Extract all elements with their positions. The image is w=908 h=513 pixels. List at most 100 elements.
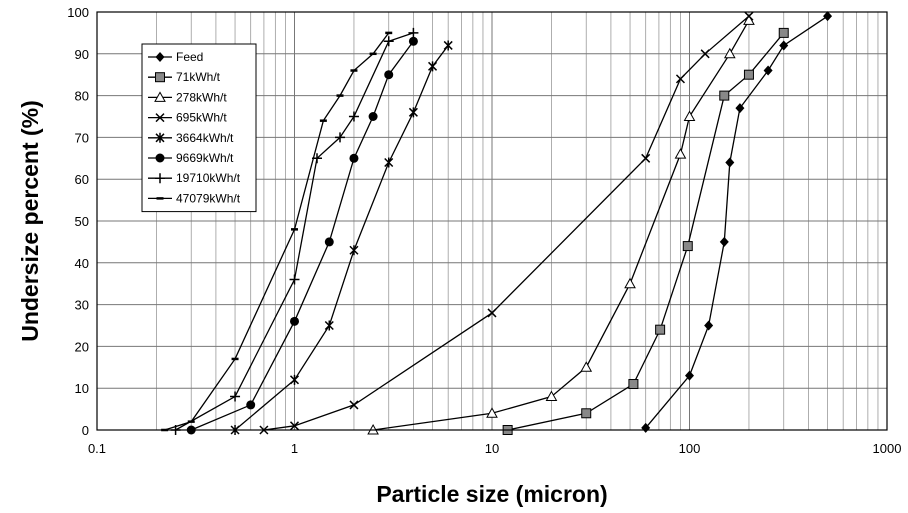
legend-label: Feed xyxy=(176,50,203,64)
data-point xyxy=(725,157,735,168)
data-point xyxy=(487,308,497,318)
data-point xyxy=(349,245,359,256)
series-3664kwh-t xyxy=(230,40,453,435)
legend-item: 71kWh/t xyxy=(148,70,221,84)
legend-marker xyxy=(155,72,165,83)
legend-marker xyxy=(155,113,165,123)
data-point xyxy=(384,70,394,80)
data-point xyxy=(289,274,300,285)
legend-label: 3664kWh/t xyxy=(176,131,234,145)
data-point xyxy=(349,153,359,163)
data-point xyxy=(428,61,438,72)
data-point xyxy=(823,11,833,22)
data-point xyxy=(655,324,666,335)
y-tick-label: 40 xyxy=(75,256,89,271)
data-point xyxy=(384,157,394,168)
data-point xyxy=(246,400,256,410)
y-tick-label: 0 xyxy=(82,423,89,438)
data-point xyxy=(743,14,755,25)
y-tick-label: 60 xyxy=(75,172,89,187)
y-axis-title: Undersize percent (%) xyxy=(17,100,43,342)
legend-item: 695kWh/t xyxy=(148,111,227,125)
data-point xyxy=(779,40,789,51)
series-group xyxy=(161,11,833,435)
legend-label: 278kWh/t xyxy=(176,90,227,104)
data-point xyxy=(743,69,754,80)
x-tick-label: 10 xyxy=(485,441,499,456)
data-point xyxy=(682,241,693,252)
data-point xyxy=(704,320,714,331)
x-tick-label: 100 xyxy=(679,441,701,456)
legend-marker xyxy=(155,52,165,62)
legend-item: 3664kWh/t xyxy=(148,131,234,145)
legend-marker xyxy=(155,132,165,143)
series-71kwh-t xyxy=(502,27,789,435)
data-point xyxy=(735,103,745,114)
legend-label: 71kWh/t xyxy=(176,70,221,84)
data-point xyxy=(290,316,299,326)
series-695kwh-t xyxy=(259,11,754,435)
series-19710kwh-t xyxy=(170,27,419,435)
x-tick-label: 1 xyxy=(291,441,298,456)
series-47079kwh-t xyxy=(161,31,393,432)
series-line xyxy=(234,45,449,431)
data-point xyxy=(486,407,498,418)
tick-labels: 0.1 1 10 100 1000 0 10 20 30 40 50 60 70 80 90 100 xyxy=(67,5,901,456)
data-point xyxy=(641,153,651,163)
legend-item: 19710kWh/t xyxy=(148,171,241,185)
y-tick-label: 90 xyxy=(75,47,89,62)
x-tick-label: 0.1 xyxy=(88,441,106,456)
legend-item: Feed xyxy=(148,50,203,64)
legend: Feed 71kWh/t 278kWh/t 695kWh/t 3664kWh/t 9669… xyxy=(141,43,257,213)
y-tick-label: 100 xyxy=(67,5,89,20)
data-point xyxy=(685,370,694,381)
legend-item: 47079kWh/t xyxy=(148,191,241,205)
series-278kwh-t xyxy=(367,14,755,435)
plot-area-border xyxy=(96,11,888,431)
data-point xyxy=(289,374,300,385)
data-point xyxy=(674,148,687,159)
data-point xyxy=(624,277,636,289)
series-feed xyxy=(641,11,833,433)
data-point xyxy=(719,90,730,101)
legend-marker xyxy=(155,153,165,163)
y-tick-label: 30 xyxy=(75,298,89,313)
y-tick-label: 70 xyxy=(75,130,89,145)
data-point xyxy=(324,320,334,331)
data-point xyxy=(700,49,710,59)
data-point xyxy=(719,236,729,247)
data-point xyxy=(368,112,378,121)
y-tick-label: 10 xyxy=(75,381,89,396)
legend-label: 695kWh/t xyxy=(176,111,227,125)
data-point xyxy=(628,379,639,390)
legend-label: 9669kWh/t xyxy=(176,151,234,165)
data-point xyxy=(744,11,754,21)
data-point xyxy=(324,237,334,247)
data-point xyxy=(580,361,593,372)
series-line xyxy=(645,15,828,429)
y-tick-label: 80 xyxy=(75,89,89,104)
data-point xyxy=(348,111,359,122)
legend-marker xyxy=(155,173,165,184)
x-tick-label: 1000 xyxy=(873,441,902,456)
data-point xyxy=(349,400,359,410)
legend-label: 19710kWh/t xyxy=(176,171,241,185)
data-point xyxy=(763,65,773,76)
data-point xyxy=(408,36,418,46)
data-point xyxy=(230,391,241,402)
data-point xyxy=(545,390,558,402)
legend-label: 47079kWh/t xyxy=(176,191,241,205)
y-tick-label: 50 xyxy=(75,214,89,229)
data-point xyxy=(443,40,453,51)
series-line xyxy=(190,40,414,431)
legend-marker xyxy=(154,91,166,102)
data-point xyxy=(778,27,789,38)
data-point xyxy=(683,110,696,121)
data-point xyxy=(581,408,592,419)
legend-box xyxy=(141,43,257,213)
data-point xyxy=(723,47,736,59)
data-point xyxy=(408,107,418,118)
data-point xyxy=(408,27,419,38)
